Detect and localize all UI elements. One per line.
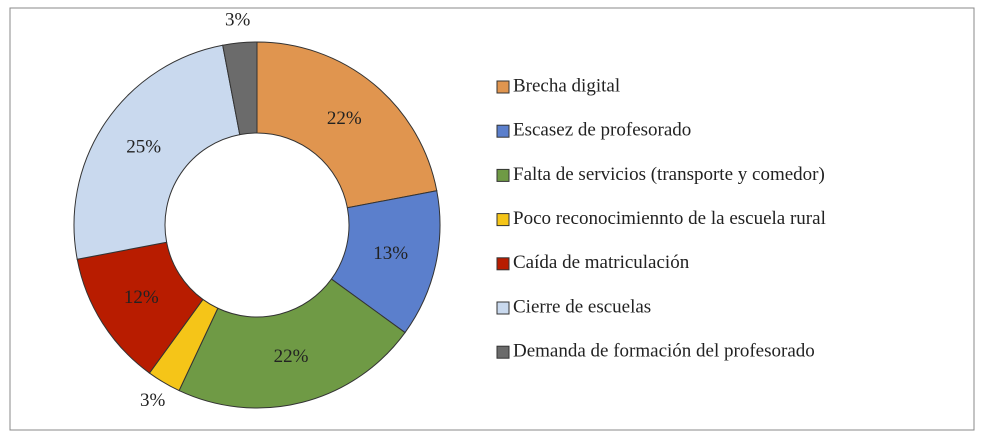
legend-swatch [496,257,510,271]
legend-label: Demanda de formación del profesorado [513,341,815,362]
legend-swatch [496,213,510,227]
legend-label: Poco reconocimiennto de la escuela rural [513,208,826,229]
legend-swatch [496,168,510,182]
data-label: 12% [124,287,159,308]
legend-label: Falta de servicios (transporte y comedor… [513,164,825,185]
data-label: 25% [126,136,161,157]
legend-label: Cierre de escuelas [513,296,651,317]
slice [222,41,258,136]
data-label: 22% [274,346,309,367]
slice [178,278,406,409]
legend-label: Escasez de profesorado [513,120,691,141]
slice [73,44,241,260]
legend-swatch [496,80,510,94]
legend-swatch [496,124,510,138]
legend-swatch [496,301,510,315]
data-label: 22% [327,108,362,129]
legend-swatch [496,345,510,359]
legend-label: Brecha digital [513,75,620,96]
data-label: 3% [225,9,251,30]
data-label: 13% [373,243,408,264]
slice [256,41,438,209]
data-label: 3% [140,390,166,411]
legend-label: Caída de matriculación [513,252,690,273]
